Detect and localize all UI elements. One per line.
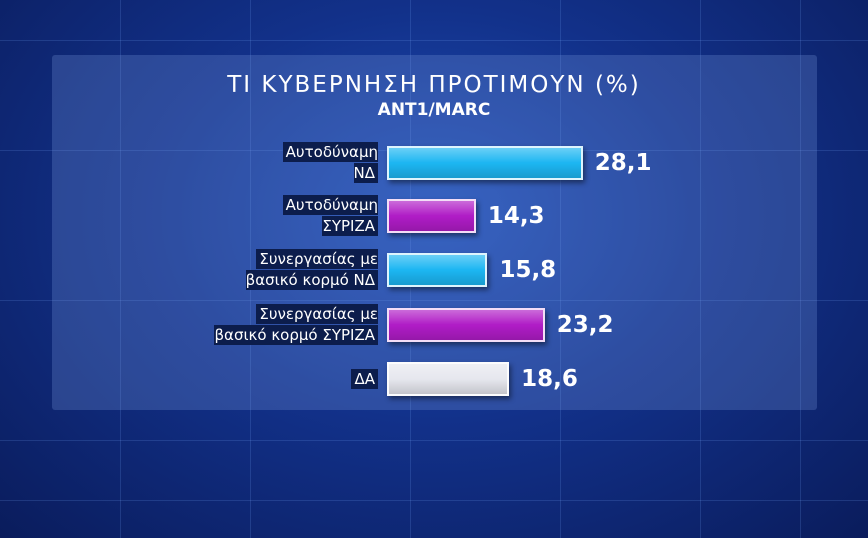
category-text: Συνεργασίας με βασικό κορμό ΝΔ [245, 249, 378, 290]
category-text: Αυτοδύναμη ΝΔ [282, 142, 378, 183]
chart-title: ΤΙ ΚΥΒΕΡΝΗΣΗ ΠΡΟΤΙΜΟΥΝ (%) [227, 72, 641, 98]
bg-line [800, 0, 801, 538]
category-label: Συνεργασίας με βασικό κορμό ΣΥΡΙΖΑ [78, 304, 378, 346]
category-label: ΔΑ [78, 368, 378, 390]
bar [387, 308, 545, 342]
bg-line [0, 440, 868, 441]
category-text: ΔΑ [351, 368, 378, 389]
category-text: Αυτοδύναμη ΣΥΡΙΖΑ [282, 195, 378, 236]
chart-subtitle: ANT1/MARC [377, 100, 491, 120]
bg-line [0, 300, 868, 301]
bg-line [0, 500, 868, 501]
bar [387, 199, 476, 233]
bar [387, 362, 510, 396]
bar [387, 253, 488, 287]
value-label: 28,1 [594, 150, 652, 176]
category-label: Αυτοδύναμη ΣΥΡΙΖΑ [78, 195, 378, 237]
value-label: 14,3 [487, 203, 545, 229]
bg-line [250, 0, 251, 538]
bg-line [120, 0, 121, 538]
value-label: 15,8 [499, 257, 557, 283]
category-label: Συνεργασίας με βασικό κορμό ΝΔ [78, 249, 378, 291]
bg-line [560, 0, 561, 538]
category-text: Συνεργασίας με βασικό κορμό ΣΥΡΙΖΑ [214, 304, 378, 345]
bar [387, 146, 583, 180]
category-label: Αυτοδύναμη ΝΔ [78, 142, 378, 184]
value-label: 18,6 [521, 366, 578, 392]
bg-line [0, 40, 868, 41]
bg-line [700, 0, 701, 538]
value-label: 23,2 [556, 312, 614, 338]
